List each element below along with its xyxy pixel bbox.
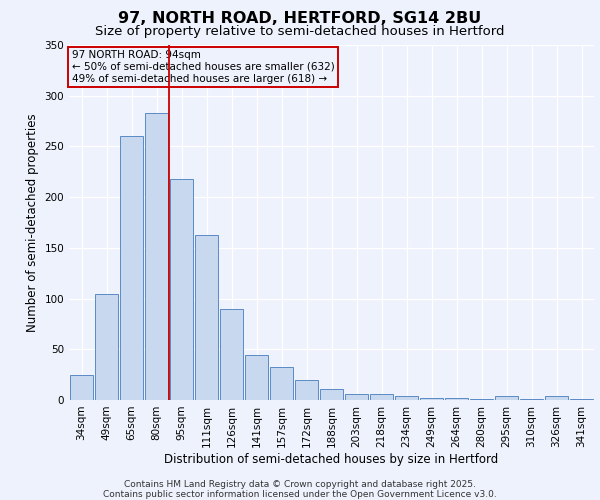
Bar — [445, 398, 468, 400]
Bar — [395, 396, 418, 400]
Bar — [470, 399, 493, 400]
Bar — [195, 234, 218, 400]
Text: Contains HM Land Registry data © Crown copyright and database right 2025.
Contai: Contains HM Land Registry data © Crown c… — [103, 480, 497, 499]
Text: 97, NORTH ROAD, HERTFORD, SG14 2BU: 97, NORTH ROAD, HERTFORD, SG14 2BU — [118, 11, 482, 26]
Text: 97 NORTH ROAD: 94sqm
← 50% of semi-detached houses are smaller (632)
49% of semi: 97 NORTH ROAD: 94sqm ← 50% of semi-detac… — [71, 50, 334, 84]
Bar — [145, 113, 168, 400]
Bar — [170, 179, 193, 400]
Bar — [520, 399, 543, 400]
Bar — [370, 394, 393, 400]
Bar — [320, 389, 343, 400]
Bar — [420, 398, 443, 400]
Y-axis label: Number of semi-detached properties: Number of semi-detached properties — [26, 113, 39, 332]
Bar — [120, 136, 143, 400]
X-axis label: Distribution of semi-detached houses by size in Hertford: Distribution of semi-detached houses by … — [164, 452, 499, 466]
Bar — [345, 394, 368, 400]
Bar — [245, 356, 268, 400]
Bar — [295, 380, 318, 400]
Bar — [570, 399, 593, 400]
Bar — [70, 374, 93, 400]
Bar — [270, 366, 293, 400]
Text: Size of property relative to semi-detached houses in Hertford: Size of property relative to semi-detach… — [95, 25, 505, 38]
Bar — [95, 294, 118, 400]
Bar — [545, 396, 568, 400]
Bar — [495, 396, 518, 400]
Bar — [220, 308, 243, 400]
